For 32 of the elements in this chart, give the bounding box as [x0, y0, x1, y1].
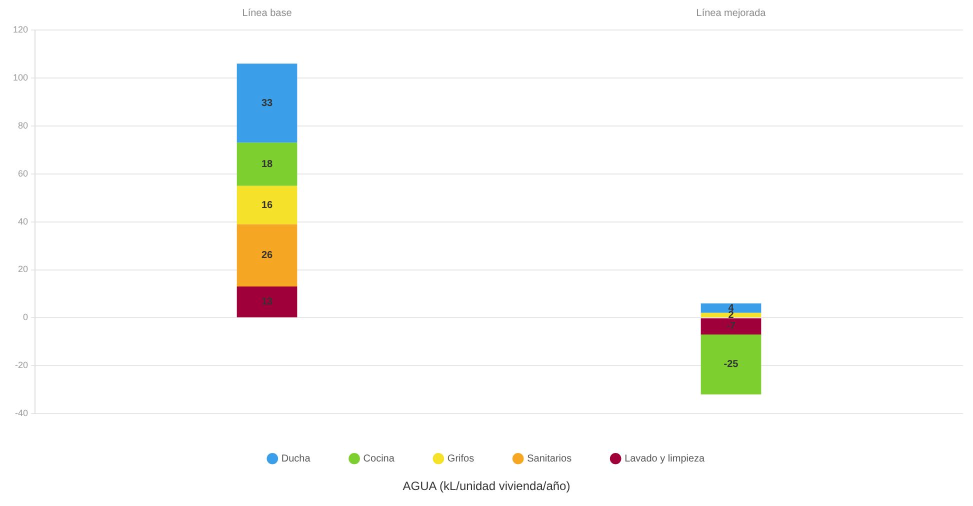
bar [700, 318, 762, 334]
data-label: 13 [261, 296, 274, 308]
bar [236, 64, 298, 143]
y-tick-label: 100 [12, 72, 28, 82]
y-tick-label: 0 [23, 312, 28, 322]
x-tick-label: Línea base [242, 8, 292, 19]
y-tick-label: 80 [18, 120, 28, 130]
data-label: -25 [724, 359, 739, 370]
legend-label: Cocina [363, 453, 395, 464]
y-tick-label: -20 [15, 360, 28, 370]
bar [236, 286, 298, 318]
y-tick-label: 120 [12, 24, 28, 34]
y-tick-label: 60 [18, 168, 28, 178]
y-tick-label: 40 [18, 216, 28, 226]
data-label: 33 [261, 98, 274, 109]
y-tick-label: -40 [15, 408, 28, 418]
legend-label: Lavado y limpieza [624, 453, 706, 464]
y-tick-label: 20 [18, 264, 28, 274]
legend-label: Ducha [281, 453, 311, 464]
legend-label: Sanitarios [527, 453, 572, 464]
x-tick-label: Línea mejorada [696, 8, 766, 19]
bar [236, 224, 298, 287]
bar [700, 303, 762, 313]
bar [700, 334, 762, 394]
legend-label: Grifos [447, 453, 474, 464]
text: AGUA (kL/unidad vivienda/año) [402, 479, 570, 494]
data-label: 18 [261, 159, 274, 170]
data-label: 26 [261, 250, 274, 262]
data-label: 16 [261, 200, 274, 211]
bar [236, 186, 298, 224]
bar [236, 142, 298, 186]
data-label: -7 [726, 321, 736, 332]
